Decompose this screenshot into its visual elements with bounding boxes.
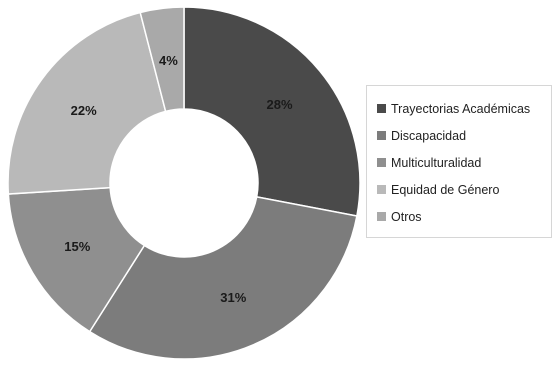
- legend-item-trayectorias: Trayectorias Académicas: [377, 95, 551, 122]
- legend-item-otros: Otros: [377, 203, 551, 230]
- donut-slice-multiculturalidad: [7, 186, 146, 333]
- legend-label-equidad: Equidad de Género: [391, 182, 500, 197]
- legend-swatch-discapacidad: [377, 131, 386, 140]
- legend-item-equidad: Equidad de Género: [377, 176, 551, 203]
- donut-slice-otros: [139, 6, 185, 113]
- legend-swatch-multiculturalidad: [377, 158, 386, 167]
- legend-label-discapacidad: Discapacidad: [391, 128, 467, 143]
- legend-label-multiculturalidad: Multiculturalidad: [391, 155, 482, 170]
- donut-slice-equidad: [7, 11, 167, 195]
- legend-label-trayectorias: Trayectorias Académicas: [391, 101, 531, 116]
- slice-label-trayectorias: 28%: [267, 97, 293, 112]
- legend-label-otros: Otros: [391, 209, 422, 224]
- slice-label-equidad: 22%: [71, 103, 97, 118]
- donut-slice-trayectorias: [183, 6, 361, 217]
- chart-legend: Trayectorias Académicas Discapacidad Mul…: [366, 85, 552, 238]
- donut-slice-discapacidad: [88, 195, 358, 360]
- slice-label-multiculturalidad: 15%: [64, 239, 90, 254]
- slice-label-discapacidad: 31%: [220, 290, 246, 305]
- slice-label-otros: 4%: [159, 53, 178, 68]
- legend-swatch-trayectorias: [377, 104, 386, 113]
- legend-swatch-otros: [377, 212, 386, 221]
- legend-item-multiculturalidad: Multiculturalidad: [377, 149, 551, 176]
- legend-item-discapacidad: Discapacidad: [377, 122, 551, 149]
- legend-swatch-equidad: [377, 185, 386, 194]
